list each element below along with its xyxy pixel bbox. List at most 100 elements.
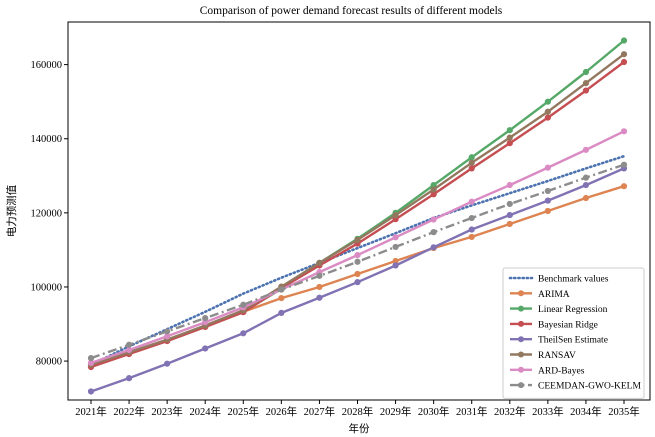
x-tick-label: 2027年	[304, 405, 336, 418]
x-tick-label: 2034年	[570, 405, 602, 418]
data-point	[125, 375, 133, 382]
chart-title: Comparison of power demand forecast resu…	[200, 5, 503, 17]
data-point	[240, 301, 247, 308]
series-benchmark-values	[89, 154, 626, 367]
data-point	[164, 333, 171, 340]
data-point	[506, 134, 513, 141]
y-tick-label: 80000	[36, 357, 62, 368]
data-point	[506, 200, 513, 208]
data-point	[392, 211, 399, 219]
x-tick-label: 2030年	[418, 405, 450, 418]
x-tick-label: 2029年	[380, 405, 412, 418]
legend-marker	[518, 366, 524, 373]
y-tick-label: 160000	[31, 60, 63, 71]
series-ransav	[87, 51, 628, 368]
legend-label: ARD-Bayes	[538, 366, 585, 376]
data-point	[316, 272, 323, 279]
x-tick-label: 2033年	[532, 405, 564, 418]
data-point	[354, 279, 361, 286]
data-point	[506, 140, 513, 147]
data-point	[620, 58, 628, 66]
data-point	[544, 187, 551, 195]
x-tick-label: 2023年	[151, 405, 183, 418]
data-point	[392, 234, 399, 241]
data-point	[430, 191, 437, 198]
data-point	[544, 207, 551, 215]
data-point	[202, 315, 209, 322]
data-point	[468, 198, 475, 205]
data-point	[544, 114, 551, 121]
data-point	[468, 226, 475, 233]
legend-box	[502, 267, 645, 399]
data-point	[392, 262, 399, 269]
data-point	[506, 220, 513, 228]
y-tick-label: 100000	[31, 282, 63, 293]
data-point	[354, 258, 361, 265]
data-point	[125, 346, 133, 354]
data-point	[430, 244, 437, 251]
y-tick-label: 140000	[31, 134, 63, 145]
data-point	[87, 388, 95, 395]
data-point	[430, 181, 437, 189]
series-layer	[87, 37, 628, 395]
data-point	[354, 236, 361, 244]
data-point	[506, 127, 513, 134]
legend: Benchmark values ARIMA Linear Regression Ba…	[502, 267, 645, 399]
data-point	[582, 87, 590, 94]
data-point	[582, 80, 590, 87]
data-point	[430, 229, 437, 236]
data-point	[278, 309, 285, 317]
data-point	[125, 341, 133, 348]
legend-label: Bayesian Ridge	[538, 320, 598, 330]
plot-area-frame	[67, 21, 651, 401]
data-point	[354, 252, 361, 259]
x-tick-label: 2025年	[228, 405, 260, 418]
series-bayesian-ridge	[87, 58, 628, 371]
data-point	[392, 257, 399, 265]
data-point	[316, 294, 323, 301]
data-point	[468, 159, 475, 166]
data-point	[87, 359, 95, 367]
data-point	[164, 360, 171, 367]
data-point	[468, 154, 475, 161]
legend-label: Benchmark values	[538, 275, 609, 285]
data-point	[468, 214, 475, 222]
data-point	[582, 68, 590, 76]
data-point	[582, 174, 590, 181]
data-point	[202, 345, 209, 352]
legend-label: ARIMA	[538, 290, 570, 300]
data-point	[278, 286, 285, 293]
series-line	[89, 154, 626, 367]
legend-label: CEEMDAN-GWO-KELM	[538, 382, 641, 392]
data-point	[620, 161, 628, 168]
y-axis-label: 电力预测值	[5, 184, 18, 237]
legend-marker	[518, 351, 524, 358]
legend-marker	[518, 320, 524, 327]
data-point	[620, 37, 628, 44]
x-axis-label: 年份	[349, 422, 370, 435]
x-tick-label: 2024年	[189, 405, 221, 418]
data-point	[468, 233, 475, 241]
data-point	[544, 197, 551, 204]
data-point	[506, 211, 513, 219]
data-point	[354, 270, 361, 278]
data-point	[582, 194, 590, 202]
x-tick-label: 2021年	[75, 405, 107, 418]
x-tick-label: 2022年	[113, 405, 145, 418]
data-point	[316, 259, 323, 266]
x-tick-label: 2026年	[266, 405, 298, 418]
legend-marker	[518, 290, 524, 297]
data-point	[164, 328, 171, 335]
data-point	[316, 283, 323, 291]
x-tick-label: 2035年	[608, 405, 640, 418]
data-point	[506, 181, 513, 189]
data-point	[582, 146, 590, 153]
x-tick-label: 2032年	[494, 405, 526, 418]
data-point	[544, 108, 551, 115]
data-point	[582, 181, 590, 189]
data-point	[87, 355, 95, 362]
legend-marker	[518, 305, 524, 312]
data-point	[430, 216, 437, 223]
data-point	[620, 51, 628, 58]
